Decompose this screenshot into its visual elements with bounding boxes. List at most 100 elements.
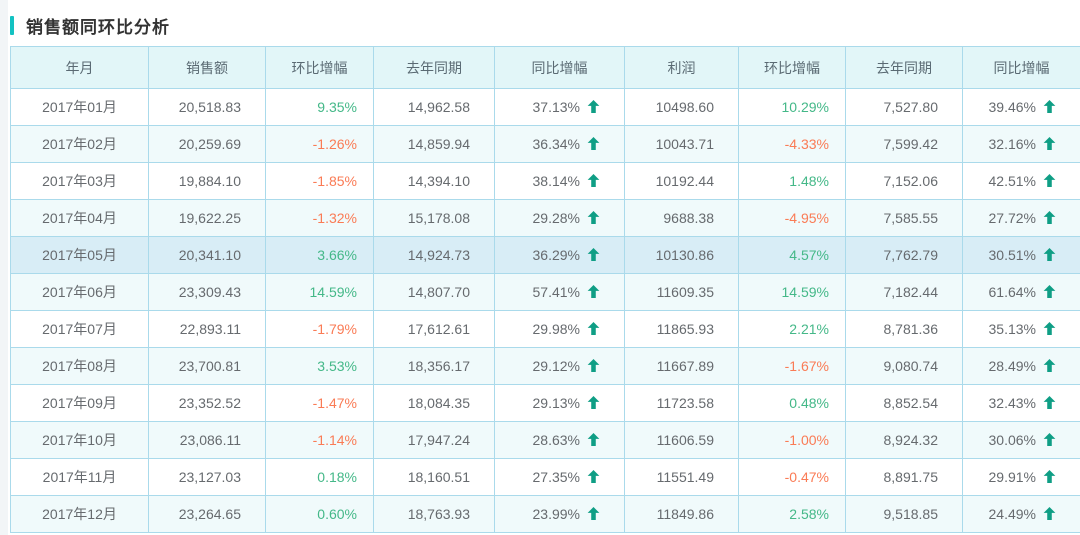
value-cell: 7,152.06 <box>845 162 963 200</box>
up-arrow-icon <box>1043 248 1056 261</box>
yoy-percent-cell: 27.72% <box>962 199 1080 237</box>
yoy-percent-value: 29.91% <box>988 469 1036 485</box>
value-cell: 14,807.70 <box>373 273 495 311</box>
yoy-percent-cell: 29.91% <box>962 458 1080 496</box>
value-cell: 14,394.10 <box>373 162 495 200</box>
yoy-percent-value: 27.72% <box>988 210 1036 226</box>
up-arrow-icon <box>587 470 600 483</box>
up-arrow-icon <box>1043 396 1056 409</box>
yoy-percent-cell: 36.29% <box>494 236 625 274</box>
negative-percent: -1.85% <box>312 173 357 189</box>
header-cell-4: 同比增幅 <box>494 46 625 89</box>
value-cell: 23,309.43 <box>148 273 266 311</box>
table-row-2017年05月[interactable]: 2017年05月 20,341.10 3.66% 14,924.73 36.29% 101… <box>10 236 1080 274</box>
up-arrow-icon <box>587 137 600 150</box>
value-cell: 14,859.94 <box>373 125 495 163</box>
yoy-percent-cell: 30.06% <box>962 421 1080 459</box>
value-cell: 18,160.51 <box>373 458 495 496</box>
header-cell-7: 去年同期 <box>845 46 963 89</box>
table-row-2017年12月[interactable]: 2017年12月 23,264.65 0.60% 18,763.93 23.99% 118… <box>10 495 1080 533</box>
value-cell: 17,947.24 <box>373 421 495 459</box>
table-row-2017年09月[interactable]: 2017年09月 23,352.52 -1.47% 18,084.35 29.13% 11… <box>10 384 1080 422</box>
value-cell: 8,781.36 <box>845 310 963 348</box>
table-header-row: 年月 销售额 环比增幅 去年同期 同比增幅 利润 环比增幅 去年同期 同比增幅 <box>10 46 1080 89</box>
positive-percent: 9.35% <box>317 99 357 115</box>
value-cell: 10192.44 <box>624 162 739 200</box>
table-row-2017年07月[interactable]: 2017年07月 22,893.11 -1.79% 17,612.61 29.98% 11… <box>10 310 1080 348</box>
table-row-2017年03月[interactable]: 2017年03月 19,884.10 -1.85% 14,394.10 38.14% 10… <box>10 162 1080 200</box>
yoy-percent-cell: 61.64% <box>962 273 1080 311</box>
yoy-percent-value: 32.43% <box>988 395 1036 411</box>
table-row-2017年11月[interactable]: 2017年11月 23,127.03 0.18% 18,160.51 27.35% 115… <box>10 458 1080 496</box>
report-title-bar: 销售额同环比分析 <box>8 0 1080 46</box>
yoy-percent-value: 23.99% <box>532 506 580 522</box>
up-arrow-icon <box>1043 285 1056 298</box>
month-cell: 2017年10月 <box>10 421 149 459</box>
month-cell: 2017年08月 <box>10 347 149 385</box>
table-row-2017年06月[interactable]: 2017年06月 23,309.43 14.59% 14,807.70 57.41% 11… <box>10 273 1080 311</box>
value-cell: 22,893.11 <box>148 310 266 348</box>
value-cell: 23,700.81 <box>148 347 266 385</box>
percent-change-cell: 0.18% <box>265 458 374 496</box>
percent-change-cell: -1.26% <box>265 125 374 163</box>
value-cell: 11865.93 <box>624 310 739 348</box>
value-cell: 18,356.17 <box>373 347 495 385</box>
value-cell: 14,924.73 <box>373 236 495 274</box>
yoy-percent-value: 42.51% <box>988 173 1036 189</box>
table-row-2017年04月[interactable]: 2017年04月 19,622.25 -1.32% 15,178.08 29.28% 96… <box>10 199 1080 237</box>
value-cell: 19,884.10 <box>148 162 266 200</box>
yoy-percent-value: 29.28% <box>532 210 580 226</box>
negative-percent: -0.47% <box>784 469 829 485</box>
header-cell-0: 年月 <box>10 46 149 89</box>
up-arrow-icon <box>1043 507 1056 520</box>
up-arrow-icon <box>1043 211 1056 224</box>
up-arrow-icon <box>587 322 600 335</box>
percent-change-cell: 2.21% <box>738 310 846 348</box>
percent-change-cell: -1.79% <box>265 310 374 348</box>
up-arrow-icon <box>1043 433 1056 446</box>
table-row-2017年01月[interactable]: 2017年01月 20,518.83 9.35% 14,962.58 37.13% 104… <box>10 88 1080 126</box>
up-arrow-icon <box>587 433 600 446</box>
header-cell-3: 去年同期 <box>373 46 495 89</box>
yoy-percent-value: 57.41% <box>532 284 580 300</box>
month-cell: 2017年02月 <box>10 125 149 163</box>
negative-percent: -1.47% <box>312 395 357 411</box>
table-row-2017年02月[interactable]: 2017年02月 20,259.69 -1.26% 14,859.94 36.34% 10… <box>10 125 1080 163</box>
yoy-percent-cell: 29.13% <box>494 384 625 422</box>
yoy-percent-value: 32.16% <box>988 136 1036 152</box>
percent-change-cell: 3.66% <box>265 236 374 274</box>
value-cell: 8,891.75 <box>845 458 963 496</box>
sales-analysis-table: 年月 销售额 环比增幅 去年同期 同比增幅 利润 环比增幅 去年同期 同比增幅 2017年01月… <box>10 46 1080 533</box>
month-cell: 2017年07月 <box>10 310 149 348</box>
month-cell: 2017年11月 <box>10 458 149 496</box>
value-cell: 18,084.35 <box>373 384 495 422</box>
up-arrow-icon <box>1043 137 1056 150</box>
yoy-percent-cell: 30.51% <box>962 236 1080 274</box>
value-cell: 14,962.58 <box>373 88 495 126</box>
table-row-2017年10月[interactable]: 2017年10月 23,086.11 -1.14% 17,947.24 28.63% 11… <box>10 421 1080 459</box>
value-cell: 9,080.74 <box>845 347 963 385</box>
negative-percent: -1.32% <box>312 210 357 226</box>
percent-change-cell: 0.48% <box>738 384 846 422</box>
value-cell: 18,763.93 <box>373 495 495 533</box>
up-arrow-icon <box>587 396 600 409</box>
value-cell: 11609.35 <box>624 273 739 311</box>
value-cell: 23,127.03 <box>148 458 266 496</box>
yoy-percent-value: 37.13% <box>532 99 580 115</box>
up-arrow-icon <box>1043 174 1056 187</box>
yoy-percent-cell: 32.16% <box>962 125 1080 163</box>
yoy-percent-value: 29.13% <box>532 395 580 411</box>
yoy-percent-cell: 42.51% <box>962 162 1080 200</box>
yoy-percent-cell: 29.12% <box>494 347 625 385</box>
up-arrow-icon <box>1043 470 1056 483</box>
value-cell: 10498.60 <box>624 88 739 126</box>
negative-percent: -4.33% <box>784 136 829 152</box>
negative-percent: -4.95% <box>784 210 829 226</box>
yoy-percent-value: 38.14% <box>532 173 580 189</box>
up-arrow-icon <box>1043 100 1056 113</box>
value-cell: 15,178.08 <box>373 199 495 237</box>
positive-percent: 14.59% <box>309 284 357 300</box>
percent-change-cell: 3.53% <box>265 347 374 385</box>
month-cell: 2017年09月 <box>10 384 149 422</box>
table-row-2017年08月[interactable]: 2017年08月 23,700.81 3.53% 18,356.17 29.12% 116… <box>10 347 1080 385</box>
